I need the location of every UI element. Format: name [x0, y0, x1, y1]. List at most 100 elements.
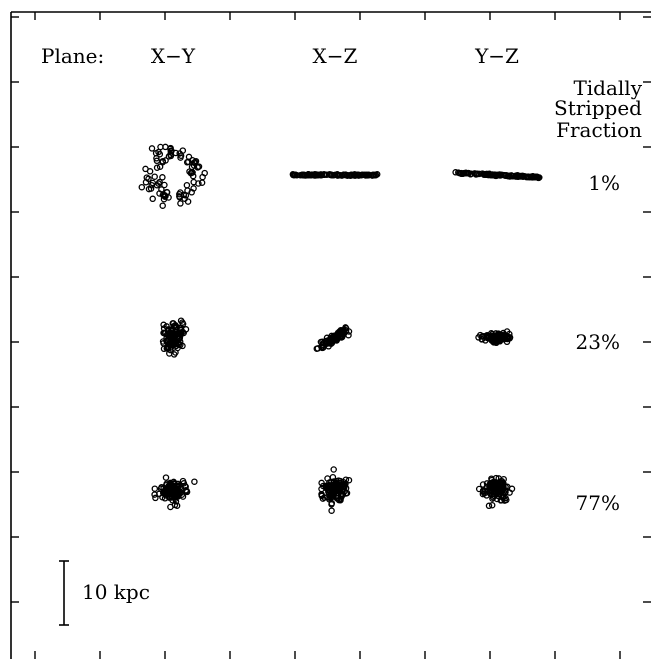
data-point: [317, 171, 325, 178]
data-point: [355, 172, 362, 179]
fraction-header-line-3: Fraction: [556, 118, 642, 142]
fraction-header-line-1: Tidally: [573, 76, 642, 100]
data-point: [152, 494, 159, 502]
data-point: [177, 324, 185, 332]
data-point: [156, 178, 163, 186]
data-point: [161, 181, 168, 189]
data-point: [161, 193, 169, 200]
column-label-xy: X−Y: [151, 44, 196, 68]
data-point: [506, 330, 513, 338]
data-point: [292, 171, 299, 179]
data-point: [183, 487, 190, 495]
data-point: [303, 172, 311, 179]
data-point: [465, 169, 472, 177]
data-point: [300, 171, 307, 179]
data-point: [489, 495, 496, 502]
data-point: [183, 181, 191, 189]
data-point: [487, 484, 494, 491]
data-point: [500, 171, 507, 179]
data-point: [176, 190, 183, 198]
data-point: [138, 183, 146, 191]
data-point: [176, 150, 183, 157]
fraction-label-row-1: 1%: [588, 171, 620, 195]
data-point: [177, 485, 185, 492]
data-point: [524, 173, 531, 180]
data-point: [158, 186, 165, 193]
data-point: [318, 490, 325, 498]
data-point: [163, 345, 171, 352]
data-point: [332, 481, 340, 488]
fraction-header-line-2: Stripped: [554, 96, 642, 120]
data-point: [201, 169, 208, 177]
data-point: [145, 185, 153, 193]
data-point: [326, 339, 333, 346]
data-point: [335, 172, 343, 179]
data-point: [452, 169, 459, 176]
scale-bar: 10 kpc: [59, 560, 150, 626]
data-point: [151, 491, 158, 498]
data-point: [342, 476, 350, 483]
data-point: [198, 179, 206, 186]
data-point: [159, 202, 166, 209]
data-point: [184, 198, 192, 205]
data-point: [330, 335, 337, 343]
data-point: [185, 153, 193, 161]
data-point: [159, 157, 167, 165]
data-point: [329, 473, 337, 481]
plot-frame: [10, 11, 651, 659]
data-point: [317, 338, 325, 346]
data-point: [159, 174, 166, 181]
data-point: [331, 332, 338, 340]
data-point: [501, 497, 508, 504]
data-point: [160, 340, 167, 347]
fraction-label-row-3: 77%: [576, 491, 620, 515]
data-point: [179, 477, 187, 485]
data-point: [321, 171, 328, 178]
data-point: [483, 483, 491, 491]
data-point: [171, 501, 179, 509]
data-point: [172, 349, 179, 356]
scatter-points: [138, 143, 543, 514]
data-point: [339, 327, 346, 335]
scale-bar-label: 10 kpc: [82, 580, 150, 604]
data-point: [174, 490, 181, 497]
data-point: [157, 143, 164, 151]
data-point: [160, 321, 167, 329]
data-point: [326, 490, 333, 497]
data-point: [319, 344, 327, 351]
data-point: [177, 154, 184, 161]
data-point: [189, 172, 197, 180]
data-point: [195, 180, 202, 187]
data-point: [168, 484, 175, 492]
data-point: [169, 320, 176, 327]
data-point: [190, 185, 197, 192]
plane-row-header: Plane:: [41, 44, 104, 68]
data-point: [170, 331, 178, 338]
data-point: [170, 334, 178, 341]
data-point: [311, 171, 318, 179]
data-point: [483, 171, 491, 178]
data-point: [174, 483, 181, 491]
data-point: [191, 478, 198, 485]
data-point: [370, 171, 378, 179]
fraction-label-row-2: 23%: [576, 330, 620, 354]
data-point: [318, 479, 325, 487]
data-point: [462, 170, 469, 177]
data-point: [335, 489, 342, 497]
data-point: [181, 195, 188, 202]
data-point: [148, 145, 156, 152]
data-point: [343, 489, 351, 497]
data-point: [160, 329, 167, 337]
data-point: [373, 171, 381, 178]
data-point: [313, 345, 321, 352]
data-point: [485, 333, 492, 340]
data-point: [514, 172, 521, 179]
data-point: [497, 497, 505, 504]
data-point: [495, 488, 503, 496]
data-point: [494, 171, 502, 179]
data-point: [495, 481, 502, 488]
data-point: [142, 178, 150, 186]
data-point: [153, 155, 160, 162]
data-point: [341, 482, 348, 490]
